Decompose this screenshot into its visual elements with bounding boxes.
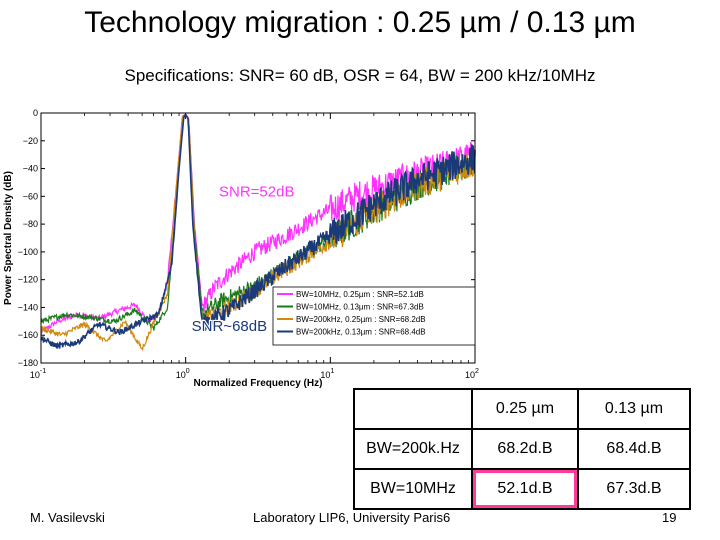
slide-title: Technology migration : 0.25 µm / 0.13 µm [84, 6, 636, 39]
legend-entry: BW=10MHz, 0.13µm : SNR=67.3dB [296, 303, 424, 312]
y-tick-label: −20 [23, 136, 38, 146]
x-tick-exponent: 1 [330, 368, 334, 375]
highlighted-cell: 52.1d.B [471, 468, 579, 510]
row-label: BW=10MHz [353, 468, 473, 510]
y-tick-label: −160 [18, 330, 38, 340]
table-cell: 67.3d.B [577, 468, 691, 510]
y-tick-label: −60 [23, 191, 38, 201]
snr-comparison-table: 0.25 µm 0.13 µm BW=200k.Hz 68.2d.B 68.4d… [353, 388, 691, 510]
author-name: M. Vasilevski [30, 510, 105, 525]
y-tick-label: −140 [18, 302, 38, 312]
snr-annotation: SNR=52dB [219, 183, 294, 200]
x-tick-label: 100 [176, 368, 190, 380]
y-tick-label: −180 [18, 358, 38, 368]
x-tick-exponent: 0 [186, 368, 190, 375]
series-line-4 [40, 113, 476, 349]
y-tick-label: −80 [23, 219, 38, 229]
x-tick-label: 10-1 [30, 368, 46, 380]
y-tick-label: −40 [23, 164, 38, 174]
legend-entry: BW=10MHz, 0.25µm : SNR=52.1dB [296, 290, 424, 299]
snr-annotation: SNR~68dB [192, 318, 267, 335]
legend-entry: BW=200kHz, 0.25µm : SNR=68.2dB [296, 315, 426, 324]
chart-legend: BW=10MHz, 0.25µm : SNR=52.1dB BW=10MHz, 0… [272, 286, 476, 346]
y-axis-label: Power Spectral Density (dB) [3, 171, 14, 305]
x-tick-exponent: 2 [475, 368, 479, 375]
y-tick-label: −120 [18, 275, 38, 285]
table-header-013: 0.13 µm [577, 388, 691, 430]
table-corner-cell [353, 388, 473, 430]
x-tick-label: 102 [465, 368, 479, 380]
page-number: 19 [662, 510, 677, 525]
series-line-1 [40, 113, 476, 335]
table-header-025: 0.25 µm [471, 388, 579, 430]
x-axis-label: Normalized Frequency (Hz) [194, 378, 323, 388]
affiliation: Laboratory LIP6, University Paris6 [253, 510, 451, 525]
table-cell: 68.2d.B [471, 428, 579, 470]
legend-entry: BW=200kHz, 0.13µm : SNR=68.4dB [296, 328, 426, 337]
table-cell: 68.4d.B [577, 428, 691, 470]
legend-box [272, 286, 476, 346]
slide-subtitle: Specifications: SNR= 60 dB, OSR = 64, BW… [124, 66, 596, 85]
y-tick-label: 0 [33, 108, 38, 118]
table-header-row: 0.25 µm 0.13 µm [353, 388, 691, 430]
table-row: BW=200k.Hz 68.2d.B 68.4d.B [353, 428, 691, 470]
plot-frame [40, 112, 476, 364]
y-tick-label: −100 [18, 247, 38, 257]
row-label: BW=200k.Hz [353, 428, 473, 470]
x-tick-label: 101 [320, 368, 334, 380]
x-tick-exponent: -1 [40, 368, 46, 375]
table-row: BW=10MHz 52.1d.B 67.3d.B [353, 468, 691, 510]
